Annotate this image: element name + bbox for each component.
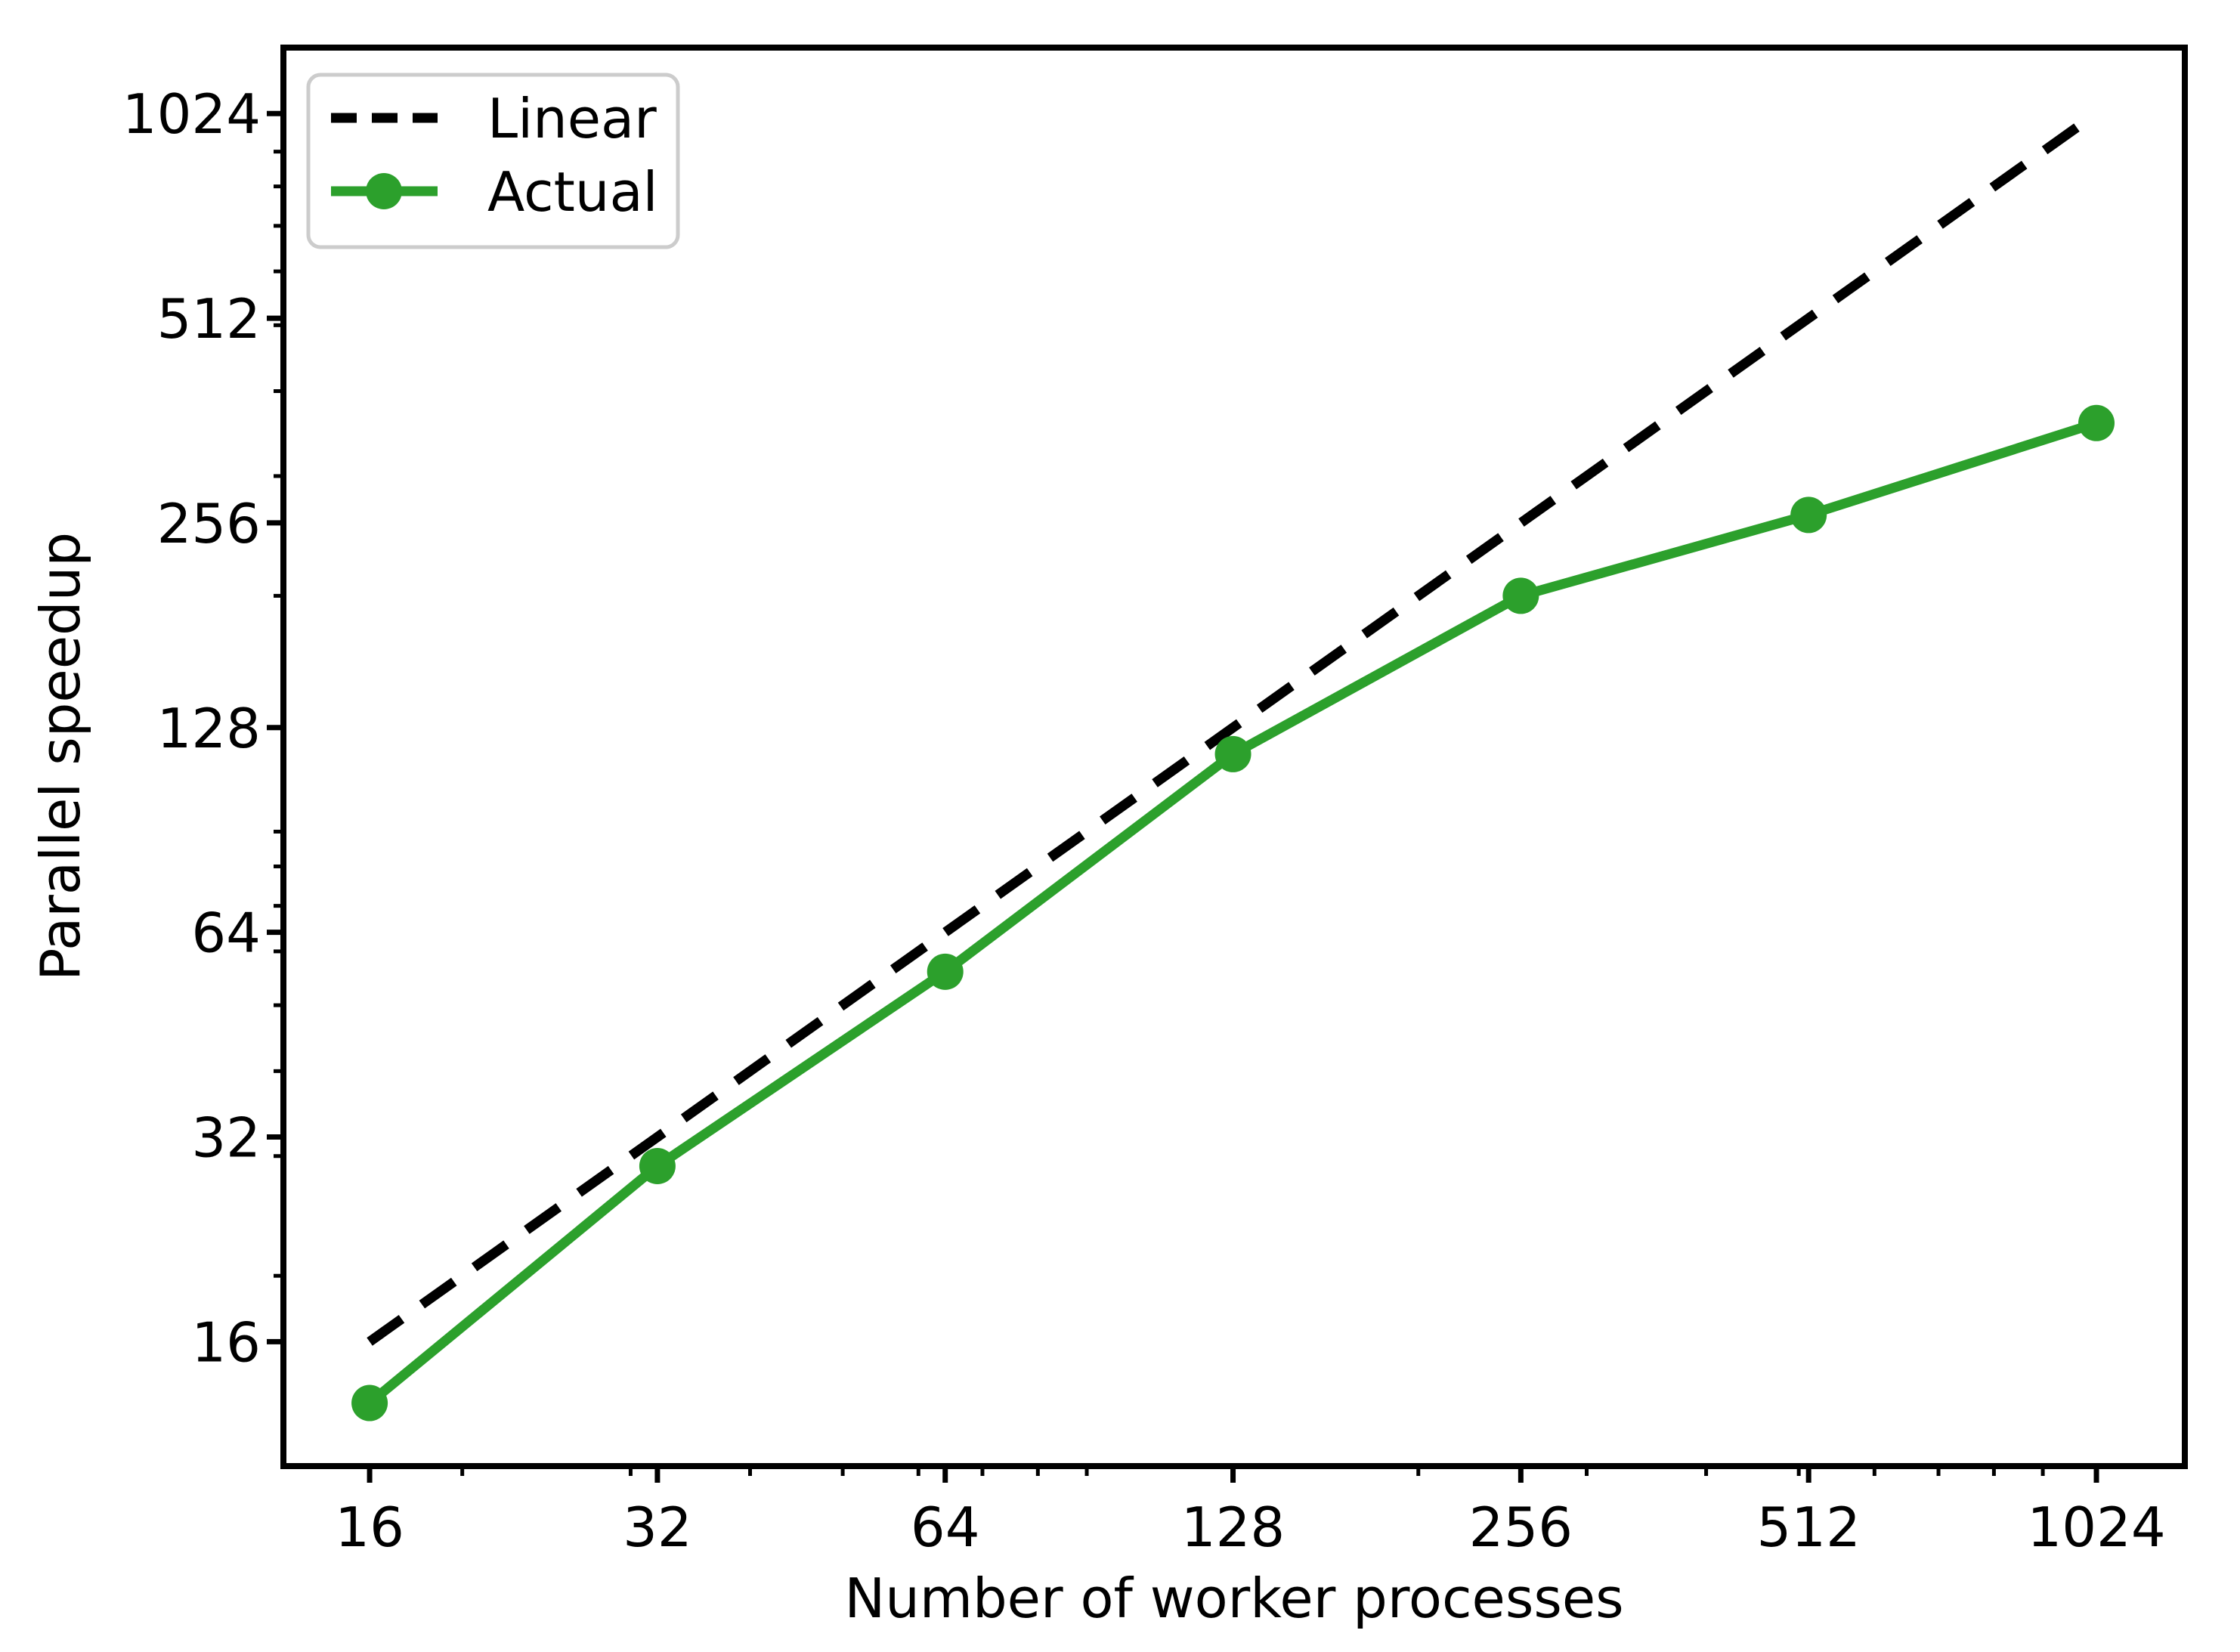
y-tick-label-1024: 1024 <box>122 82 261 146</box>
x-tick-label-256: 256 <box>1469 1496 1573 1559</box>
legend-actual-marker-sample <box>366 173 402 209</box>
legend-label-linear: Linear <box>487 87 657 150</box>
data-point-actual-x256 <box>1502 577 1539 614</box>
series-line-actual <box>366 418 2098 1407</box>
data-point-actual-x16 <box>351 1384 388 1422</box>
y-tick-label-32: 32 <box>191 1106 261 1170</box>
series-line-linear <box>367 109 2099 1346</box>
x-tick-label-128: 128 <box>1181 1496 1285 1559</box>
x-tick-label-16: 16 <box>335 1496 404 1559</box>
plot-generated-content: 16 32 64 128 256 512 1024 16 32 64 128 256 512 1024 <box>122 82 2166 1559</box>
y-tick-label-64: 64 <box>191 902 261 965</box>
y-tick-label-256: 256 <box>157 492 261 555</box>
x-tick-label-32: 32 <box>623 1496 692 1559</box>
x-axis-label: Number of worker processes <box>844 1567 1623 1630</box>
data-point-actual-x32 <box>639 1148 676 1185</box>
y-tick-label-16: 16 <box>191 1310 261 1374</box>
legend-label-actual: Actual <box>487 160 658 224</box>
y-tick-label-128: 128 <box>157 697 261 760</box>
legend-frame <box>306 73 680 249</box>
x-tick-label-1024: 1024 <box>2027 1496 2165 1559</box>
data-point-actual-x64 <box>927 953 964 990</box>
data-point-actual-x512 <box>1790 497 1827 534</box>
y-tick-label-512: 512 <box>157 287 261 351</box>
x-tick-label-512: 512 <box>1756 1496 1860 1559</box>
axes-spines <box>280 45 2188 1469</box>
x-tick-label-64: 64 <box>911 1496 980 1559</box>
legend: Linear Actual <box>306 73 680 249</box>
data-point-actual-x1024 <box>2078 404 2115 441</box>
y-axis-label: Parallel speedup <box>29 532 92 981</box>
data-point-actual-x128 <box>1214 735 1251 772</box>
